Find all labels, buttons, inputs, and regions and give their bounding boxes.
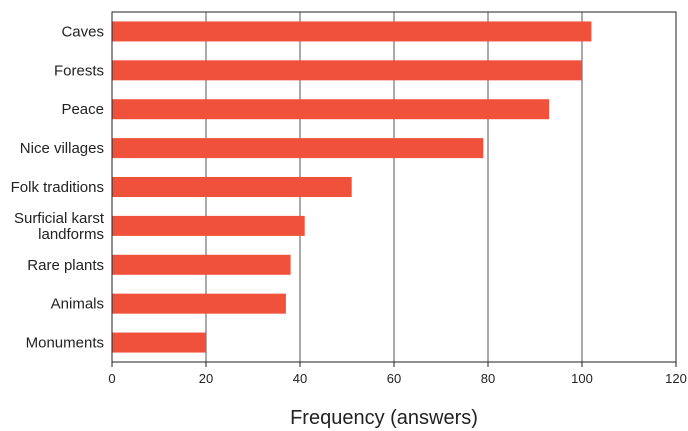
bar: [112, 60, 582, 81]
category-label: Peace: [61, 101, 104, 118]
bar: [112, 293, 286, 314]
category-label-line: Caves: [61, 23, 104, 40]
bar: [112, 215, 305, 236]
x-tick-label: 40: [293, 371, 307, 386]
bar: [112, 177, 352, 197]
bar: [112, 138, 484, 159]
category-label-line: landforms: [38, 226, 104, 243]
bar: [112, 332, 206, 353]
x-tick-label: 80: [481, 371, 495, 386]
x-axis-ticks: 0 20 40 60 80 100 120: [108, 362, 687, 386]
category-label: Caves: [61, 23, 104, 40]
category-label: Surficial karst landforms: [14, 210, 105, 243]
category-label-line: Surficial karst: [14, 210, 105, 227]
category-label: Monuments: [26, 335, 104, 352]
category-label-line: Nice villages: [20, 140, 104, 157]
category-label-line: Monuments: [26, 335, 104, 352]
x-tick-label: 120: [665, 371, 687, 386]
category-labels: Caves Forests Peace Nice villages Folk tradi…: [11, 23, 105, 351]
category-label: Nice villages: [20, 140, 104, 157]
x-tick-label: 20: [199, 371, 213, 386]
x-tick-label: 60: [387, 371, 401, 386]
x-axis-title: Frequency (answers): [290, 407, 478, 429]
category-label-line: Peace: [61, 101, 104, 118]
category-label: Rare plants: [27, 257, 104, 274]
bar: [112, 21, 592, 42]
category-label-line: Rare plants: [27, 257, 104, 274]
category-label: Animals: [51, 296, 104, 313]
category-label: Forests: [54, 62, 104, 79]
x-tick-label: 0: [108, 371, 115, 386]
category-label-line: Forests: [54, 62, 104, 79]
bar: [112, 254, 291, 275]
bars: [112, 21, 592, 353]
x-tick-label: 100: [571, 371, 593, 386]
bar: [112, 99, 550, 120]
category-label-line: Animals: [51, 296, 104, 313]
category-label-line: Folk traditions: [11, 179, 104, 196]
category-label: Folk traditions: [11, 179, 104, 196]
